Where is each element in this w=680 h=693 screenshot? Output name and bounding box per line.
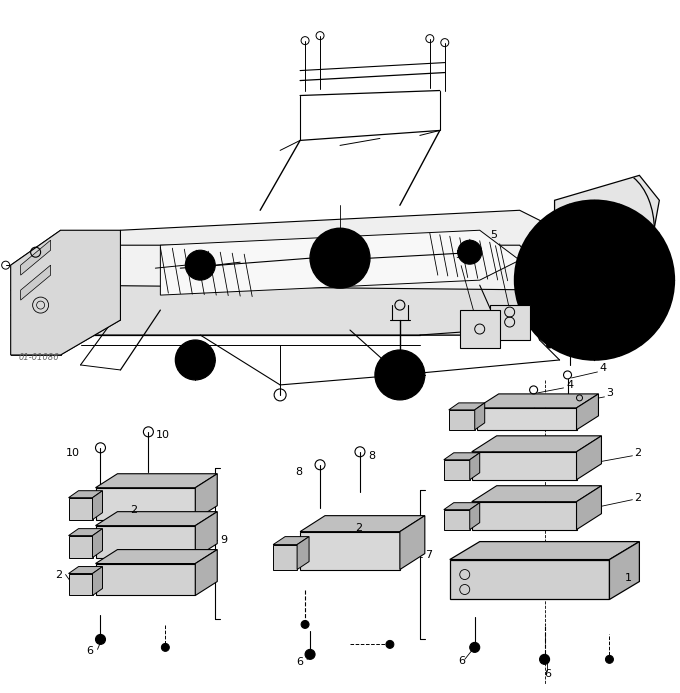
Text: 6: 6 (458, 656, 464, 667)
Text: 3: 3 (607, 388, 613, 398)
Circle shape (95, 634, 105, 644)
Circle shape (515, 200, 675, 360)
Text: 4: 4 (543, 293, 581, 305)
Polygon shape (297, 536, 309, 570)
Text: 9: 9 (220, 534, 227, 545)
Polygon shape (449, 410, 475, 430)
Polygon shape (120, 210, 579, 310)
Circle shape (470, 642, 479, 652)
Polygon shape (472, 486, 602, 502)
Text: 7: 7 (425, 550, 432, 559)
Polygon shape (449, 559, 609, 599)
Polygon shape (92, 491, 103, 520)
Polygon shape (400, 516, 425, 570)
Circle shape (540, 654, 549, 665)
Polygon shape (11, 230, 120, 355)
Circle shape (605, 656, 613, 663)
Polygon shape (195, 474, 217, 520)
Polygon shape (472, 452, 577, 480)
Polygon shape (92, 567, 103, 595)
Text: 4: 4 (600, 363, 607, 373)
Circle shape (375, 350, 425, 400)
Polygon shape (449, 542, 639, 559)
Circle shape (305, 649, 315, 659)
Polygon shape (577, 486, 602, 529)
Text: 2: 2 (131, 505, 137, 515)
Polygon shape (160, 230, 520, 295)
Text: 5: 5 (490, 230, 509, 308)
Polygon shape (69, 574, 92, 595)
Polygon shape (273, 545, 297, 570)
Polygon shape (95, 488, 195, 520)
Text: 2: 2 (355, 523, 362, 533)
Text: 6: 6 (545, 669, 551, 679)
Polygon shape (300, 532, 400, 570)
Circle shape (547, 342, 553, 348)
Polygon shape (95, 563, 195, 595)
Polygon shape (470, 502, 479, 529)
Polygon shape (444, 502, 479, 509)
Circle shape (161, 643, 169, 651)
Polygon shape (444, 459, 470, 480)
Circle shape (175, 340, 216, 380)
Text: 8: 8 (295, 467, 302, 477)
Text: 10: 10 (65, 448, 80, 458)
Polygon shape (470, 453, 479, 480)
Polygon shape (577, 394, 598, 430)
Polygon shape (577, 436, 602, 480)
Text: 6: 6 (296, 658, 303, 667)
Polygon shape (477, 408, 577, 430)
Text: 8: 8 (368, 450, 375, 461)
Polygon shape (490, 305, 530, 340)
Circle shape (458, 240, 481, 264)
Polygon shape (609, 542, 639, 599)
Polygon shape (444, 453, 479, 459)
Text: 2: 2 (56, 570, 63, 579)
Text: 5: 5 (455, 250, 474, 313)
Circle shape (186, 250, 216, 280)
Polygon shape (460, 310, 500, 348)
Text: 2: 2 (634, 448, 641, 458)
Text: 6: 6 (86, 647, 94, 656)
Polygon shape (555, 175, 660, 340)
Circle shape (534, 327, 540, 333)
Polygon shape (475, 403, 485, 430)
Circle shape (560, 245, 630, 315)
Polygon shape (95, 474, 217, 488)
Polygon shape (449, 403, 485, 410)
Polygon shape (444, 509, 470, 529)
Polygon shape (300, 516, 425, 532)
Polygon shape (92, 529, 103, 558)
Polygon shape (273, 536, 309, 545)
Polygon shape (61, 245, 560, 335)
Polygon shape (69, 491, 103, 498)
Polygon shape (69, 536, 92, 558)
Polygon shape (20, 265, 50, 300)
Polygon shape (69, 529, 103, 536)
Polygon shape (20, 240, 50, 275)
Text: 2: 2 (634, 493, 641, 502)
Text: 1: 1 (624, 572, 632, 583)
Text: 4: 4 (556, 313, 581, 323)
Polygon shape (195, 550, 217, 595)
Text: 10: 10 (155, 430, 169, 440)
Text: 01-01086: 01-01086 (18, 353, 59, 362)
Circle shape (310, 228, 370, 288)
Polygon shape (472, 502, 577, 529)
Polygon shape (95, 525, 195, 558)
Polygon shape (95, 550, 217, 563)
Polygon shape (195, 511, 217, 558)
Polygon shape (95, 511, 217, 525)
Text: 3: 3 (574, 343, 607, 357)
Polygon shape (472, 436, 602, 452)
Polygon shape (69, 567, 103, 574)
Polygon shape (477, 394, 598, 408)
Circle shape (386, 640, 394, 649)
Polygon shape (61, 285, 560, 335)
Text: 4: 4 (566, 380, 574, 390)
Polygon shape (69, 498, 92, 520)
Circle shape (301, 620, 309, 629)
